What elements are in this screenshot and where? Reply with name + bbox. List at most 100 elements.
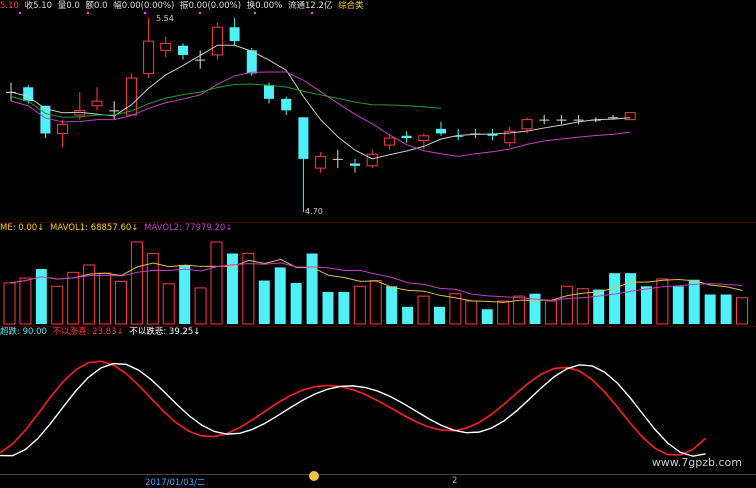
- marker-dot: [86, 11, 90, 15]
- candle-body: [350, 163, 360, 166]
- candle-body: [178, 45, 188, 55]
- volume-bar: [67, 271, 80, 325]
- candle-body: [211, 26, 223, 56]
- candle-body: [229, 27, 240, 42]
- volume-bar: [593, 289, 605, 324]
- marker-dot: [18, 11, 22, 15]
- volume-bar: [162, 283, 175, 325]
- volume-bar: [625, 273, 637, 324]
- axis-date-label: 2017/01/03/二: [145, 478, 206, 488]
- candle-body: [521, 119, 533, 130]
- volume-bar: [179, 264, 191, 324]
- volume-bar: [114, 280, 127, 325]
- info-chg: 振0.00(0.00%): [180, 1, 242, 11]
- indicator-panel[interactable]: 超跌: 90.00 不以涨喜: 23.83↓ 不以跌悲: 39.25↓: [0, 326, 756, 474]
- candle-body: [143, 40, 155, 74]
- candle-body: [40, 105, 51, 134]
- volume-bar: [656, 278, 669, 325]
- volume-bar: [83, 264, 96, 325]
- volume-bar: [449, 293, 462, 325]
- volume-bar: [720, 294, 732, 324]
- info-turnover: 换0.00%: [246, 1, 283, 11]
- vol-mavol2: MAVOL2: 77979.20↓: [144, 223, 233, 233]
- candle-body: [487, 133, 498, 136]
- volume-bar: [497, 300, 510, 325]
- volume-bar: [417, 295, 430, 325]
- info-volume: 量0.0: [57, 1, 80, 11]
- volume-bar: [688, 279, 700, 324]
- candle-body: [298, 117, 309, 159]
- price-panel[interactable]: 5.10 收5.10 量0.0 额0.0 幅0.00(0.00%) 振0.00(…: [0, 0, 756, 222]
- volume-bar: [544, 300, 557, 325]
- vol-mavol1: MAVOL1: 68857.60↓: [50, 223, 139, 233]
- info-lead: 5.10: [0, 1, 19, 11]
- volume-bar: [672, 286, 684, 324]
- candle-body: [246, 50, 257, 74]
- oscillator-chart: [0, 360, 707, 457]
- candle-body: [91, 100, 103, 107]
- marker-dot: [198, 11, 202, 15]
- volume-bar: [258, 280, 270, 324]
- volume-panel[interactable]: ME: 0.00↓ MAVOL1: 68857.60↓ MAVOL2: 7797…: [0, 222, 756, 326]
- volume-bar: [736, 297, 749, 325]
- volume-bar: [465, 300, 478, 325]
- ma10-line: [10, 71, 631, 157]
- volume-bar: [560, 285, 573, 325]
- volume-bar: [386, 286, 398, 324]
- volume-bar: [609, 273, 621, 324]
- candle-body: [453, 135, 464, 137]
- volume-bar: [226, 253, 238, 324]
- ma20-line: [10, 83, 442, 118]
- candlestick-chart: [6, 11, 636, 212]
- time-axis[interactable]: 2017/01/03/二 2: [0, 471, 756, 488]
- candle-body: [366, 153, 378, 167]
- volume-bar: [19, 277, 32, 325]
- candle-body: [624, 112, 636, 121]
- volume-bar: [242, 252, 255, 325]
- axis-mark: 2: [452, 476, 458, 486]
- ind-a: 超跌: 90.00: [0, 327, 47, 337]
- ma5-line: [10, 44, 631, 160]
- candle-body: [418, 135, 430, 141]
- volume-bar: [274, 267, 286, 324]
- price-info-bar: 5.10 收5.10 量0.0 额0.0 幅0.00(0.00%) 振0.00(…: [0, 0, 367, 12]
- volume-bar: [306, 253, 318, 324]
- candle-body: [556, 119, 567, 121]
- candle-body: [573, 119, 584, 121]
- candle-body: [109, 110, 120, 112]
- volume-info-bar: ME: 0.00↓ MAVOL1: 68857.60↓ MAVOL2: 7797…: [0, 222, 235, 234]
- mavol2-line: [9, 262, 743, 302]
- low-label: 4.70: [305, 207, 323, 216]
- candle-body: [195, 59, 206, 61]
- volume-chart: [3, 241, 749, 325]
- indicator-info-bar: 超跌: 90.00 不以涨喜: 23.83↓ 不以跌悲: 39.25↓: [0, 326, 203, 338]
- volume-bar: [290, 283, 302, 324]
- volume-bar: [369, 280, 382, 325]
- candle-body: [315, 156, 327, 169]
- candle-body: [125, 77, 137, 116]
- volume-bar: [402, 306, 414, 324]
- candle-body: [608, 117, 618, 119]
- info-pct: 幅0.00(0.00%): [113, 1, 175, 11]
- volume-bar: [130, 241, 143, 325]
- volume-bar: [640, 286, 652, 324]
- candle-body: [264, 84, 274, 99]
- candle-body: [504, 130, 516, 144]
- high-label: 5.54: [156, 14, 174, 23]
- marker-dot: [143, 11, 147, 15]
- ind-b: 不以涨喜: 23.83↓: [52, 327, 124, 337]
- info-close: 收5.10: [24, 1, 53, 11]
- volume-bar: [3, 282, 16, 325]
- volume-bar: [704, 294, 716, 324]
- info-float: 流通12.2亿: [288, 1, 333, 11]
- volume-bar: [353, 285, 366, 325]
- candle-body: [332, 158, 343, 160]
- smiley-icon[interactable]: [309, 471, 319, 481]
- volume-bar: [529, 293, 541, 324]
- candle-body: [539, 119, 550, 121]
- mavol1-line: [9, 258, 743, 303]
- volume-bar: [51, 285, 64, 325]
- marker-dot: [310, 11, 314, 15]
- volume-bar: [99, 272, 112, 325]
- candle-body: [383, 137, 395, 146]
